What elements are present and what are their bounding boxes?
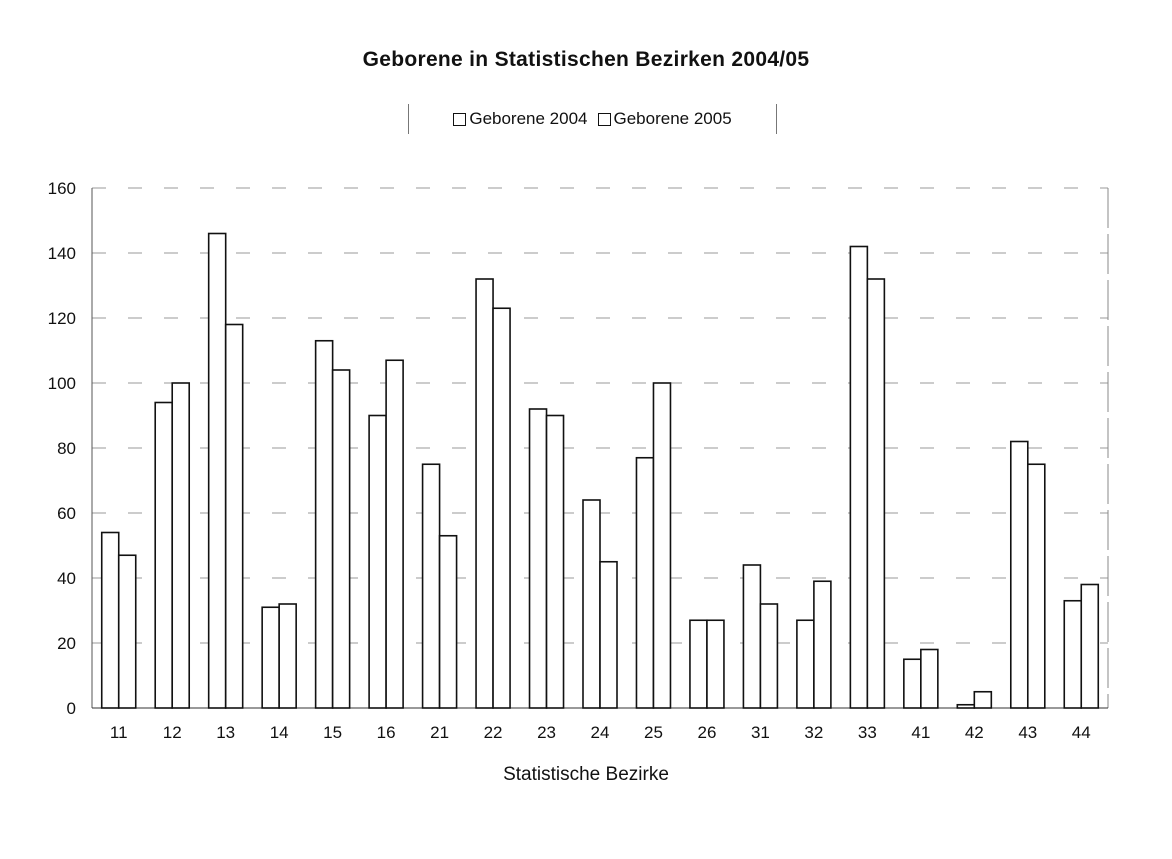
bar-2004 <box>956 703 976 709</box>
bar-2005 <box>1026 463 1046 709</box>
bar-2005 <box>652 382 672 709</box>
x-tick-label: 25 <box>644 723 663 742</box>
y-tick-label: 80 <box>57 439 76 458</box>
bar-2005 <box>920 648 939 709</box>
bar-2004 <box>314 339 334 709</box>
legend-label-2005: Geborene 2005 <box>613 109 732 128</box>
bar-2005 <box>224 323 244 709</box>
bar-2004 <box>207 232 227 709</box>
x-tick-label: 23 <box>537 723 556 742</box>
legend-item-2004: Geborene 2004 <box>453 109 588 129</box>
chart-legend: Geborene 2004 Geborene 2005 <box>408 104 777 134</box>
bar-2005 <box>545 414 565 709</box>
chart-title: Geborene in Statistischen Bezirken 2004/… <box>362 48 810 71</box>
bar-2004 <box>742 564 762 709</box>
x-tick-label: 13 <box>216 723 235 742</box>
x-tick-label: 26 <box>697 723 716 742</box>
bar-2004 <box>1063 599 1083 709</box>
bar-2004 <box>796 619 815 709</box>
x-tick-label: 32 <box>804 723 823 742</box>
x-axis-label: Statistische Bezirke <box>503 764 669 785</box>
bar-2004 <box>689 619 708 709</box>
bar-2005 <box>117 554 137 709</box>
bar-2005 <box>759 603 779 709</box>
bar-2005 <box>492 307 511 709</box>
y-tick-label: 100 <box>48 374 76 393</box>
bar-2004 <box>261 606 280 709</box>
x-tick-label: 14 <box>270 723 289 742</box>
bar-2004 <box>475 278 494 709</box>
x-tick-label: 41 <box>911 723 930 742</box>
bar-2005 <box>599 560 618 709</box>
x-tick-label: 21 <box>430 723 449 742</box>
bar-2005 <box>278 603 297 709</box>
x-tick-label: 16 <box>377 723 396 742</box>
bar-2005 <box>385 359 404 709</box>
bar-2004 <box>154 401 174 709</box>
legend-label-2004: Geborene 2004 <box>469 109 588 128</box>
x-tick-label: 15 <box>323 723 342 742</box>
y-tick-label: 60 <box>57 504 76 523</box>
x-tick-label: 24 <box>591 723 610 742</box>
y-tick-label: 160 <box>48 179 76 198</box>
legend-item-2005: Geborene 2005 <box>597 109 732 129</box>
y-tick-label: 120 <box>48 309 76 328</box>
bar-2005 <box>171 382 191 709</box>
x-tick-label: 44 <box>1072 723 1091 742</box>
bar-2004 <box>421 463 441 709</box>
bar-2005 <box>706 619 725 709</box>
bar-2004 <box>528 408 548 709</box>
bar-2005 <box>438 534 458 709</box>
x-tick-label: 42 <box>965 723 984 742</box>
bar-2005 <box>973 690 993 709</box>
x-tick-label: 33 <box>858 723 877 742</box>
bar-2005 <box>813 580 832 709</box>
bar-2004 <box>582 499 601 709</box>
bar-2004 <box>1009 440 1029 709</box>
bar-2004 <box>368 414 387 709</box>
x-tick-label: 43 <box>1018 723 1037 742</box>
bar-2005 <box>331 369 351 709</box>
bar-2004 <box>100 531 120 709</box>
x-tick-label: 11 <box>110 723 128 742</box>
legend-swatch-2004 <box>453 112 467 126</box>
y-tick-label: 40 <box>57 569 76 588</box>
x-tick-label: 31 <box>751 723 770 742</box>
legend-swatch-2005 <box>597 112 611 126</box>
y-tick-label: 20 <box>57 634 76 653</box>
bar-2004 <box>635 456 655 709</box>
bar-2004 <box>849 245 869 709</box>
bar-2004 <box>903 658 922 709</box>
y-tick-label: 0 <box>67 699 76 718</box>
x-tick-label: 12 <box>163 723 182 742</box>
y-tick-label: 140 <box>48 244 76 263</box>
x-tick-label: 22 <box>484 723 503 742</box>
bar-2005 <box>1080 583 1100 709</box>
bar-2005 <box>866 278 886 709</box>
